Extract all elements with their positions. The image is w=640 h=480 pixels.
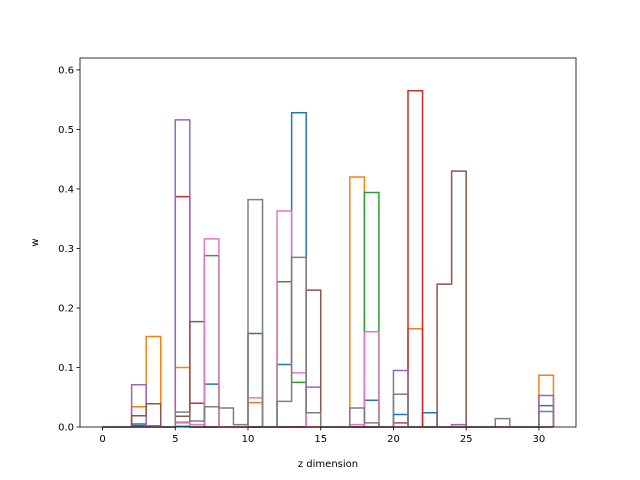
x-tick-label: 5	[172, 434, 178, 445]
x-tick-label: 20	[387, 434, 400, 445]
y-tick-label: 0.1	[58, 363, 74, 374]
x-tick-label: 10	[242, 434, 255, 445]
y-tick-label: 0.5	[58, 125, 74, 136]
x-tick-label: 0	[99, 434, 105, 445]
y-axis-label: w	[30, 238, 41, 246]
y-tick-label: 0.6	[58, 65, 74, 76]
x-tick-label: 25	[460, 434, 473, 445]
x-axis-label: z dimension	[298, 459, 358, 470]
y-tick-label: 0.3	[58, 244, 74, 255]
x-tick-label: 15	[314, 434, 327, 445]
y-axis: 0.0 0.1 0.2 0.3 0.4 0.5 0.6	[58, 65, 80, 434]
y-tick-label: 0.0	[58, 423, 74, 434]
y-tick-label: 0.2	[58, 303, 74, 314]
y-tick-label: 0.4	[58, 184, 74, 195]
x-axis: 0 5 10 15 20 25 30	[99, 427, 545, 445]
axes-frame	[79, 57, 577, 428]
x-tick-label: 30	[533, 434, 546, 445]
